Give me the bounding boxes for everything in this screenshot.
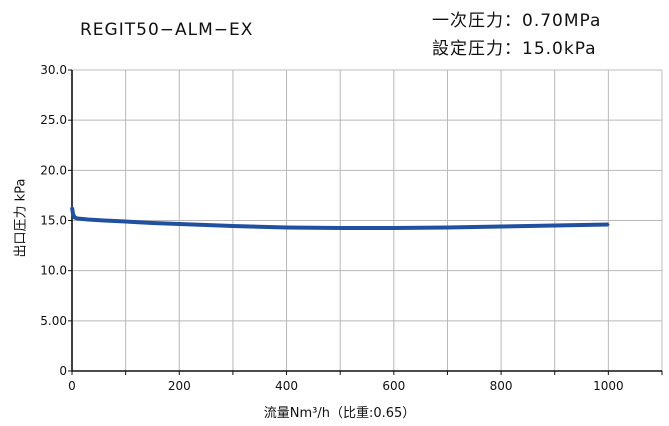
data-point [124,220,127,223]
y-tick-label: 10.0 [40,264,67,278]
x-tick-label: 0 [68,379,76,393]
y-tick-label: 20.0 [40,163,67,177]
data-point [338,226,342,230]
x-tick-label: 200 [168,379,191,393]
data-point [73,216,76,219]
data-point [71,213,75,216]
primary-pressure-label: 一次圧力：0.70MPa [432,11,602,31]
x-tick-label: 400 [275,379,298,393]
y-tick-label: 5.00 [40,314,67,328]
x-tick-label: 1000 [593,379,624,393]
data-point [178,222,181,226]
chart-title: REGIT50−ALM−EX [80,20,254,40]
y-tick-label: 0 [59,364,67,378]
x-axis-label: 流量Nm³/h（比重:0.65） [263,406,416,421]
data-point [553,224,556,227]
data-point [151,221,154,225]
data-point [607,223,610,226]
y-tick-label: 30.0 [40,63,67,77]
x-tick-label: 600 [382,379,405,393]
data-point [285,226,288,229]
data-point [231,224,235,228]
y-tick-label: 15.0 [40,214,67,228]
y-axis-label: 出口圧力 kPa [13,178,29,258]
data-point [392,226,396,230]
data-point [102,219,106,222]
data-point [70,206,74,209]
data-point [446,226,449,229]
x-tick-label: 800 [490,379,513,393]
set-pressure-label: 設定圧力：15.0kPa [432,39,597,59]
data-point [86,218,90,221]
data-point [76,217,79,220]
data-point [499,225,503,228]
y-tick-label: 25.0 [40,113,67,127]
